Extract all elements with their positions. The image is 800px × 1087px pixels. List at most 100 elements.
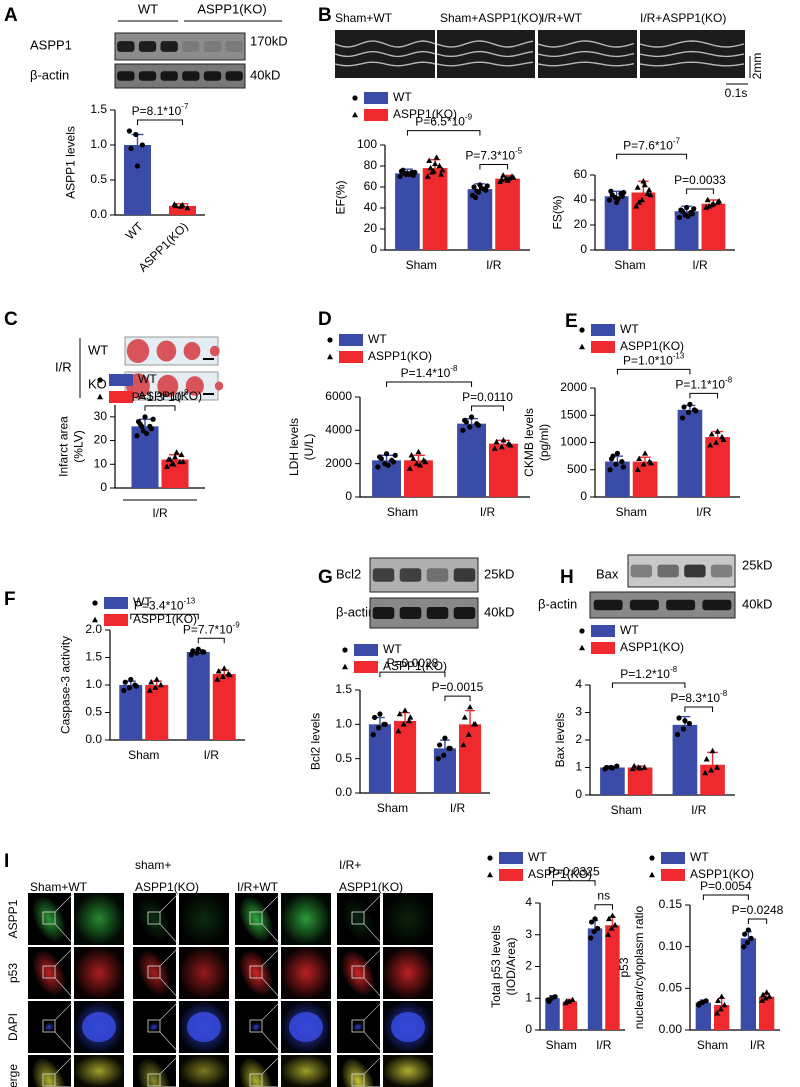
blot-row-label: β-actin xyxy=(30,67,69,82)
triangle xyxy=(634,466,641,472)
triangle xyxy=(498,176,505,182)
panel-letter: H xyxy=(560,567,574,588)
legend-label: WT xyxy=(528,850,547,864)
zoom-line xyxy=(363,923,384,946)
p-value: P=0.0054 xyxy=(700,879,752,893)
x-tick-label: I/R xyxy=(486,258,502,272)
sig-bracket xyxy=(444,695,471,702)
dot xyxy=(484,183,490,189)
triangle xyxy=(467,703,474,710)
triangle xyxy=(415,448,422,455)
y-axis-label-line: LDH levels xyxy=(287,418,301,476)
sig-bracket xyxy=(197,637,225,644)
y-tick-label: 2000 xyxy=(560,380,587,394)
x-tick-label: Sham xyxy=(616,505,647,519)
dot xyxy=(603,764,610,771)
y-tick-label: 20 xyxy=(574,217,588,231)
zoom-line xyxy=(54,1031,75,1054)
triangle xyxy=(718,993,725,999)
band xyxy=(684,564,706,578)
x-tick-label: Sham xyxy=(406,258,437,272)
triangle xyxy=(180,458,187,465)
bar xyxy=(627,767,653,795)
p-value: P=1.4*10-8 xyxy=(401,364,458,380)
y-axis-label: ASPP1 levels xyxy=(64,126,78,199)
column-title-line: ASPP1(KO) xyxy=(135,880,199,894)
y-tick-label: 100 xyxy=(357,137,377,151)
sig-bracket xyxy=(686,188,714,194)
y-tick-label: 4 xyxy=(575,677,582,691)
p-value-text: P=0.0033 xyxy=(674,173,726,187)
legend-label: ASPP1(KO) xyxy=(690,867,754,881)
zoom-line xyxy=(159,923,180,946)
p-value-exponent: -9 xyxy=(465,113,473,122)
triangle xyxy=(629,765,636,772)
triangle xyxy=(173,202,180,209)
triangle xyxy=(429,169,436,175)
triangle xyxy=(510,174,517,180)
y-axis-label: FS(%) xyxy=(551,196,565,230)
y-tick-label: 2 xyxy=(525,959,532,973)
blot-size: 40kD xyxy=(250,67,280,82)
roi xyxy=(147,965,161,979)
y-tick-label: 500 xyxy=(567,462,587,476)
x-tick-label: I/R xyxy=(696,505,712,519)
legend-label: WT xyxy=(133,595,152,609)
echo-trace xyxy=(639,40,745,67)
dot xyxy=(342,647,348,653)
p-value: P=1.1*10-8 xyxy=(675,375,732,391)
triangle xyxy=(352,111,358,118)
bar xyxy=(422,168,448,250)
triangle xyxy=(646,186,653,193)
legend-label: ASPP1(KO) xyxy=(138,389,202,403)
triangle xyxy=(400,721,407,727)
dot xyxy=(441,752,447,758)
dot xyxy=(390,459,397,465)
y-tick-label: 0 xyxy=(525,1022,532,1036)
bar xyxy=(632,461,658,497)
p-value: P=7.6*10-7 xyxy=(623,136,680,152)
group-label: Sham+ASPP1(KO) xyxy=(440,11,542,25)
row-label: Merge xyxy=(6,1064,20,1087)
legend-swatch xyxy=(364,92,388,104)
blot xyxy=(114,63,246,89)
y-tick-label: 0 xyxy=(370,242,377,256)
sig-bracket xyxy=(406,130,481,136)
triangle xyxy=(184,204,191,211)
y-tick-label: 40 xyxy=(364,200,378,214)
dot xyxy=(327,337,333,343)
p-value: P=0.0028 xyxy=(387,656,439,670)
triangle xyxy=(472,721,479,727)
p-value-text: P=0.0054 xyxy=(700,879,752,893)
triangle xyxy=(704,196,711,203)
dot xyxy=(684,204,690,211)
p-value-text: P=1.4*10 xyxy=(401,366,451,380)
triangle xyxy=(766,993,773,999)
y-tick-label: 0.00 xyxy=(659,1022,683,1036)
triangle xyxy=(642,450,649,456)
chart: 0 20 40 60 80 100 EF(%) Sham I/R WT ASPP1(KO)P=6.5… xyxy=(334,90,530,272)
y-tick-label: 0.10 xyxy=(659,939,683,953)
p-value: P=0.0325 xyxy=(548,865,600,879)
triangle xyxy=(413,460,420,466)
p-value-text: P=0.0028 xyxy=(387,656,439,670)
column-title-line: sham+ xyxy=(135,858,171,872)
y-tick-label: 0.0 xyxy=(85,732,102,746)
heart-slice xyxy=(156,340,177,362)
p-value: P=3.4*10-13 xyxy=(134,596,196,612)
x-tick-label: Sham xyxy=(128,748,159,762)
p-value: P=0.0110 xyxy=(462,390,513,404)
band xyxy=(182,71,200,81)
column-title-line: Sham+WT xyxy=(30,880,88,894)
dot xyxy=(588,919,595,925)
bar xyxy=(604,196,629,250)
y-tick-label: 1.0 xyxy=(335,717,352,731)
dot xyxy=(595,925,601,932)
zoom-line xyxy=(159,1000,180,1021)
cell xyxy=(353,1022,363,1032)
zoom-fill xyxy=(179,1055,229,1087)
echo-image xyxy=(437,30,535,78)
blot-row-label: β-actin xyxy=(538,596,577,611)
dot xyxy=(383,451,390,457)
zoom-line xyxy=(261,923,282,946)
